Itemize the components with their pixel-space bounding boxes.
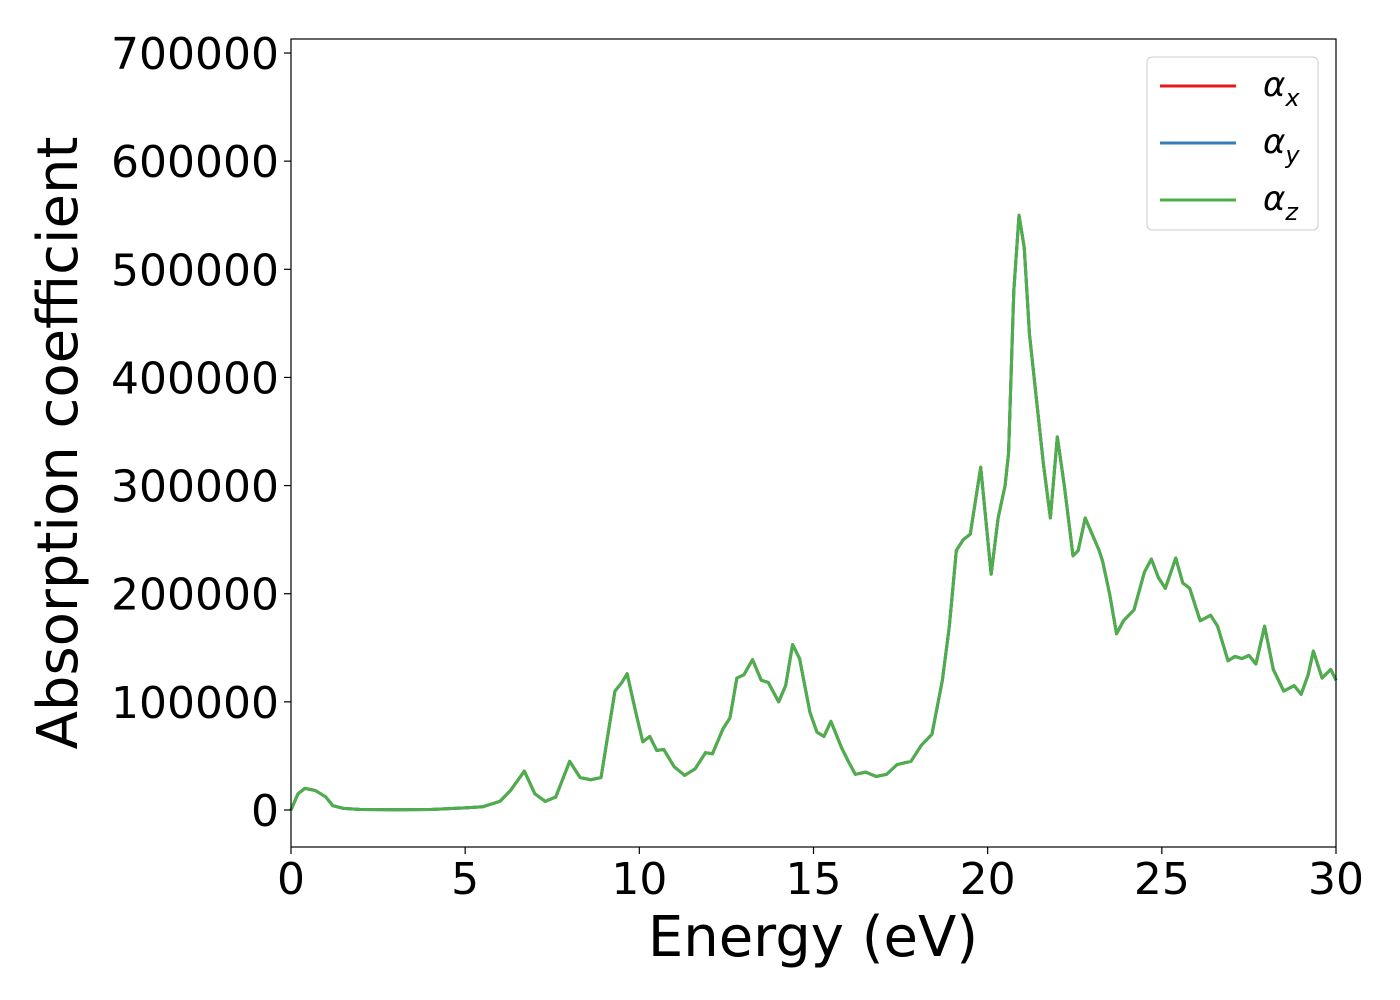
x-tick-label: 15 xyxy=(786,854,842,905)
x-tick-label: 25 xyxy=(1134,854,1190,905)
x-tick-label: 5 xyxy=(451,854,479,905)
y-tick-label: 200000 xyxy=(111,570,279,621)
legend-label: αy xyxy=(1263,122,1300,169)
x-tick-label: 20 xyxy=(960,854,1016,905)
y-tick-label: 400000 xyxy=(111,353,279,404)
x-tick-label: 10 xyxy=(611,854,667,905)
y-tick-label: 600000 xyxy=(111,137,279,188)
x-axis-label: Energy (eV) xyxy=(648,905,978,970)
y-axis-label: Absorption coefficient xyxy=(26,137,91,750)
y-tick-label: 700000 xyxy=(111,29,279,80)
y-tick-label: 300000 xyxy=(111,462,279,513)
legend-label: αx xyxy=(1263,65,1300,112)
y-tick-label: 500000 xyxy=(111,245,279,296)
y-tick-label: 0 xyxy=(251,786,279,837)
legend-label: αz xyxy=(1263,179,1299,226)
series-line xyxy=(289,213,1338,812)
x-tick-label: 30 xyxy=(1308,854,1364,905)
y-tick-label: 100000 xyxy=(111,678,279,729)
x-tick-label: 0 xyxy=(277,854,305,905)
